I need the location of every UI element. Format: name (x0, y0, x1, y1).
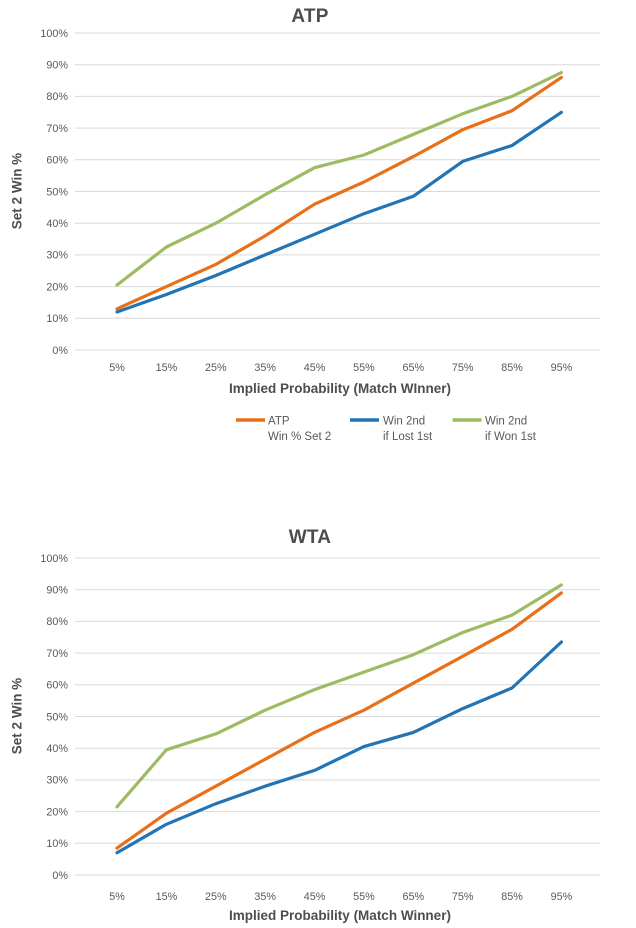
legend-label-line2: if Lost 1st (383, 431, 433, 443)
x-tick-label: 65% (402, 362, 424, 374)
y-tick-label: 0% (52, 870, 68, 882)
y-axis-title-wta: Set 2 Win % (9, 677, 25, 755)
x-tick-label: 15% (156, 362, 178, 374)
y-tick-label: 90% (46, 585, 68, 597)
series-line-win-2nd-if-won-1st (115, 583, 564, 809)
chart-title-wta: WTA (288, 527, 332, 548)
x-tick-label: 25% (205, 362, 227, 374)
x-tick-label: 95% (551, 891, 573, 903)
x-tick-label: 85% (501, 362, 523, 374)
x-tick-label: 75% (452, 891, 474, 903)
y-tick-label: 100% (40, 553, 68, 565)
series-line-win-set-2 (115, 591, 564, 850)
series-line-win-2nd-if-won-1st (115, 70, 564, 287)
x-tick-label: 45% (304, 362, 326, 374)
y-tick-label: 70% (46, 648, 68, 660)
x-tick-label: 45% (304, 891, 326, 903)
x-axis-title-atp: Implied Probability (Match WInner) (228, 381, 451, 396)
x-tick-label: 35% (254, 362, 276, 374)
y-tick-label: 40% (46, 218, 68, 230)
y-tick-label: 90% (46, 60, 68, 72)
legend-label-line1: ATP (268, 416, 290, 428)
x-tick-label: 15% (156, 891, 178, 903)
x-tick-label: 75% (452, 362, 474, 374)
y-tick-label: 30% (46, 250, 68, 262)
series-line-atp-win-set-2 (115, 75, 564, 311)
y-tick-label: 50% (46, 711, 68, 723)
series-line-win-2nd-if-lost-1st (115, 110, 564, 314)
legend-label-line1: Win 2nd (383, 416, 425, 428)
y-tick-label: 80% (46, 616, 68, 628)
y-tick-label: 20% (46, 281, 68, 293)
x-tick-label: 5% (109, 362, 125, 374)
x-tick-label: 25% (205, 891, 227, 903)
y-tick-label: 30% (46, 775, 68, 787)
y-tick-label: 100% (40, 28, 68, 40)
x-tick-label: 65% (402, 891, 424, 903)
x-tick-label: 85% (501, 891, 523, 903)
chart-title-atp: ATP (291, 6, 329, 27)
y-tick-label: 60% (46, 155, 68, 167)
y-tick-label: 0% (52, 345, 68, 357)
x-tick-label: 5% (109, 891, 125, 903)
y-tick-label: 50% (46, 186, 68, 198)
x-tick-label: 95% (551, 362, 573, 374)
y-tick-label: 60% (46, 680, 68, 692)
y-tick-label: 80% (46, 91, 68, 103)
y-tick-label: 70% (46, 123, 68, 135)
y-tick-label: 10% (46, 313, 68, 325)
y-axis-title-atp: Set 2 Win % (9, 152, 25, 230)
legend-label-line1: Win 2nd (485, 416, 527, 428)
x-tick-label: 35% (254, 891, 276, 903)
y-tick-label: 20% (46, 806, 68, 818)
x-tick-label: 55% (353, 891, 375, 903)
legend-label-line2: Win % Set 2 (268, 431, 331, 443)
series-line-win-2nd-if-lost-1st (115, 640, 564, 855)
legend-label-line2: if Won 1st (485, 431, 537, 443)
y-tick-label: 10% (46, 838, 68, 850)
x-axis-title-wta: Implied Probability (Match Winner) (229, 908, 451, 923)
x-tick-label: 55% (353, 362, 375, 374)
y-tick-label: 40% (46, 743, 68, 755)
